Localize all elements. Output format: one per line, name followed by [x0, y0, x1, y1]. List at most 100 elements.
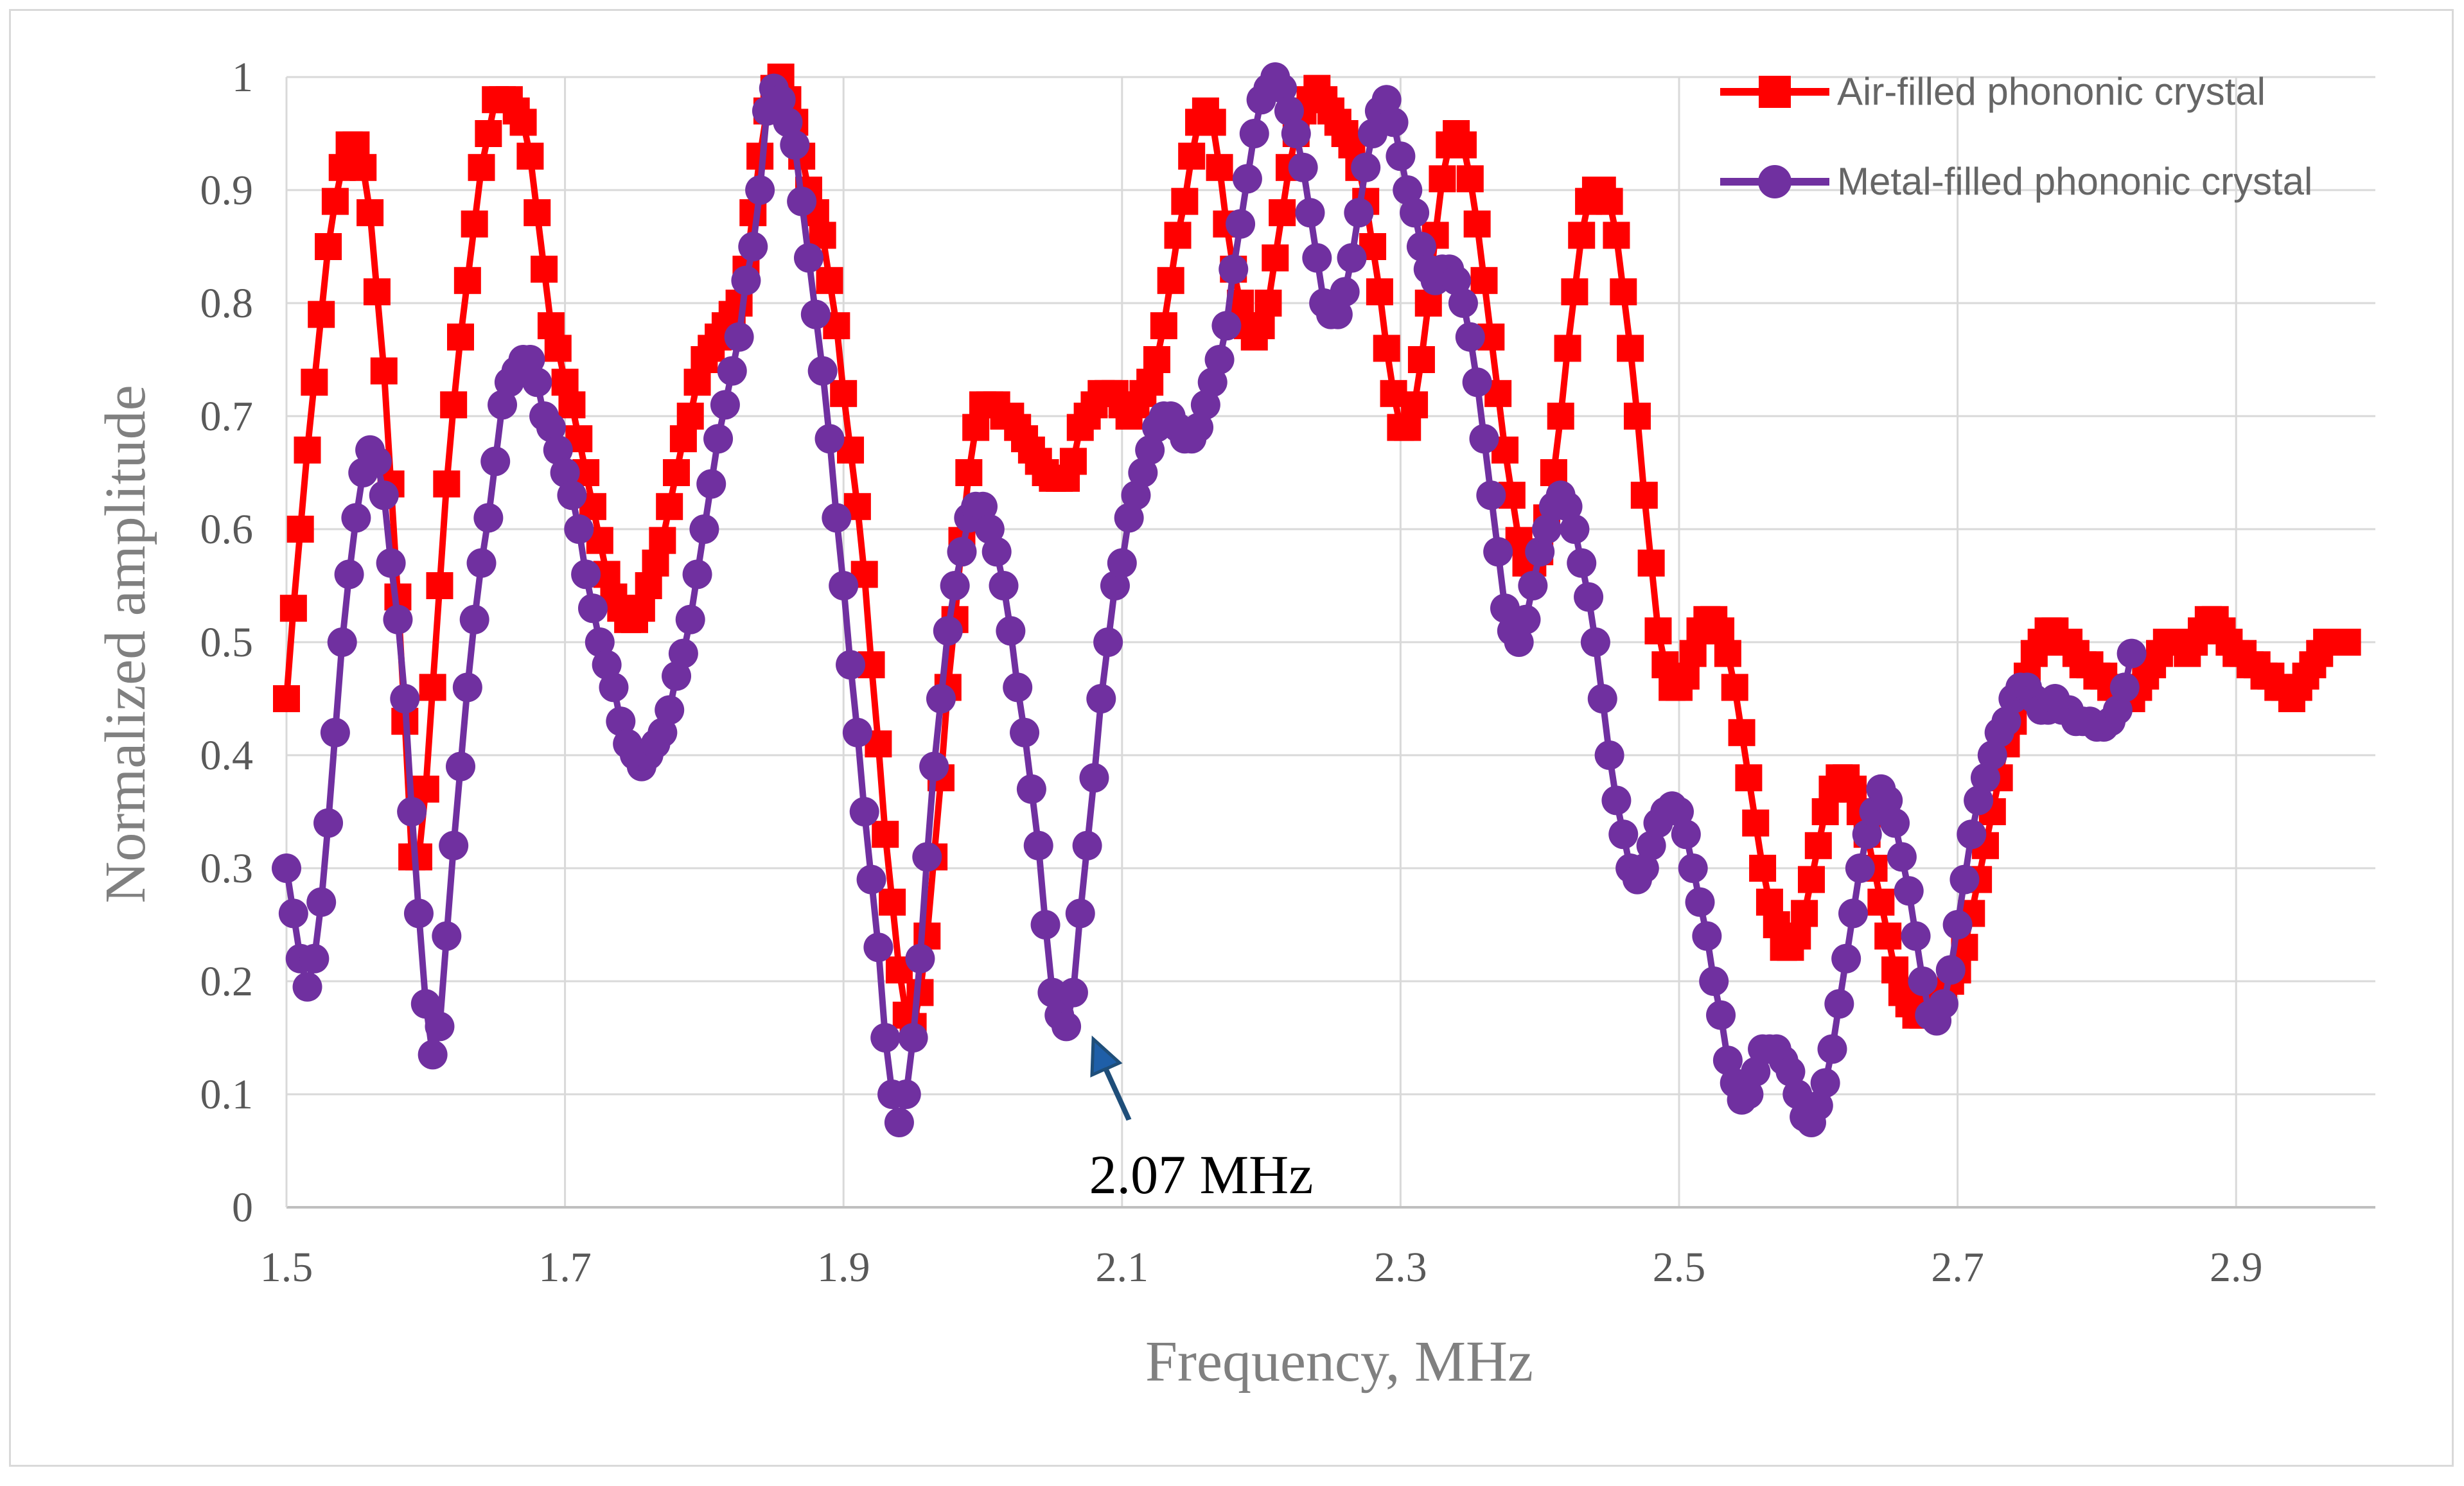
data-point-metal: [1734, 1080, 1764, 1109]
data-point-metal: [807, 356, 838, 386]
data-point-metal: [1845, 853, 1875, 883]
data-point-metal: [410, 989, 441, 1019]
data-point-metal: [1803, 1090, 1833, 1121]
data-point-metal: [1344, 198, 1374, 228]
data-point-metal: [1636, 830, 1666, 861]
data-point-metal: [682, 559, 712, 590]
data-point-metal: [989, 571, 1019, 600]
data-point-air: [433, 470, 461, 498]
data-point-air: [447, 323, 474, 351]
data-point-metal: [1107, 548, 1137, 578]
data-point-metal: [1671, 819, 1701, 850]
data-point-air: [349, 153, 377, 181]
data-point-metal: [1065, 898, 1095, 929]
data-point-air: [1407, 346, 1435, 373]
x-tick-label-2-7: 2.7: [1931, 1244, 1984, 1291]
data-point-metal: [1058, 977, 1088, 1008]
data-point-metal: [898, 1023, 928, 1053]
legend-item-air-filled[interactable]: Air-filled phononic crystal: [1720, 70, 2266, 113]
data-point-metal: [1274, 96, 1304, 126]
data-point-metal: [1942, 910, 1973, 940]
data-point-air: [962, 414, 990, 441]
data-point-air: [1449, 131, 1477, 159]
data-point-metal: [1525, 537, 1555, 567]
data-point-metal: [1935, 955, 1966, 985]
data-point-metal: [1121, 480, 1151, 511]
x-tick-label-2-3: 2.3: [1374, 1244, 1427, 1291]
data-point-metal: [1532, 514, 1562, 544]
data-point-metal: [1908, 966, 1938, 996]
data-point-metal: [473, 503, 504, 533]
data-point-metal: [522, 367, 552, 398]
data-point-metal: [849, 797, 879, 826]
data-point-air: [1630, 482, 1658, 509]
y-axis-title: Normalized amplitude: [94, 385, 157, 903]
data-point-metal: [1699, 966, 1729, 996]
data-point-metal: [390, 684, 420, 713]
data-point-metal: [710, 390, 740, 420]
data-point-metal: [1880, 808, 1910, 838]
data-point-air: [683, 369, 711, 396]
data-point-metal: [1016, 774, 1046, 804]
data-point-air: [301, 369, 328, 396]
data-point-metal: [1504, 627, 1534, 657]
data-point-metal: [1204, 345, 1235, 374]
data-point-air: [1791, 900, 1818, 927]
data-point-air: [537, 312, 565, 340]
data-point-metal: [1037, 977, 1068, 1008]
data-point-metal: [1393, 175, 1423, 205]
data-point-air: [1742, 809, 1770, 837]
data-point-metal: [1469, 424, 1499, 454]
data-point-metal: [1406, 232, 1436, 261]
data-point-metal: [1351, 152, 1381, 182]
data-point-metal: [1608, 819, 1639, 850]
data-point-metal: [362, 446, 392, 476]
data-point-metal: [1330, 277, 1360, 307]
data-point-metal: [794, 243, 823, 273]
data-point-metal: [1678, 853, 1708, 883]
data-point-air: [1164, 222, 1192, 249]
data-point-air: [1554, 335, 1581, 362]
data-point-air: [531, 256, 558, 283]
data-point-metal: [543, 435, 573, 465]
data-point-air: [1881, 956, 1909, 984]
data-point-air: [1707, 617, 1735, 645]
data-point-air: [1721, 674, 1748, 701]
data-point-metal: [1371, 85, 1402, 115]
data-point-metal: [870, 1023, 901, 1053]
legend: Air-filled phononic crystal Metal-filled…: [1720, 70, 2312, 203]
data-point-air: [1199, 109, 1226, 136]
data-point-metal: [1295, 198, 1325, 228]
data-point-metal: [1957, 819, 1987, 850]
data-point-air: [1373, 335, 1400, 362]
data-point-air: [509, 109, 537, 136]
data-point-metal: [1100, 571, 1130, 600]
data-point-metal: [292, 972, 322, 1002]
data-point-metal: [662, 661, 692, 691]
data-point-metal: [1079, 763, 1109, 793]
y-tick-label-0-4: 0.4: [200, 732, 254, 779]
data-point-air: [1394, 414, 1421, 441]
y-tick-label-0-1: 0.1: [200, 1071, 254, 1118]
data-point-metal: [1462, 367, 1492, 398]
data-point-air: [544, 335, 572, 362]
data-point-metal: [842, 717, 872, 747]
data-point-air: [1547, 403, 1574, 430]
data-point-metal: [1226, 209, 1256, 239]
data-point-metal: [1574, 582, 1604, 612]
data-point-air: [663, 459, 691, 486]
data-point-air: [1811, 798, 1839, 825]
y-tick-label-0-2: 0.2: [200, 958, 254, 1005]
data-point-metal: [1003, 672, 1033, 703]
data-point-metal: [703, 424, 734, 454]
data-point-metal: [397, 797, 427, 826]
legend-item-metal-filled[interactable]: Metal-filled phononic crystal: [1720, 160, 2312, 203]
data-point-metal: [1072, 830, 1102, 861]
data-point-metal: [334, 559, 364, 590]
data-point-metal: [1052, 1011, 1082, 1042]
data-point-metal: [773, 107, 803, 137]
data-point-air: [1429, 165, 1456, 193]
y-tick-label-0-7: 0.7: [200, 393, 254, 440]
legend-square-marker-icon: [1759, 76, 1791, 108]
